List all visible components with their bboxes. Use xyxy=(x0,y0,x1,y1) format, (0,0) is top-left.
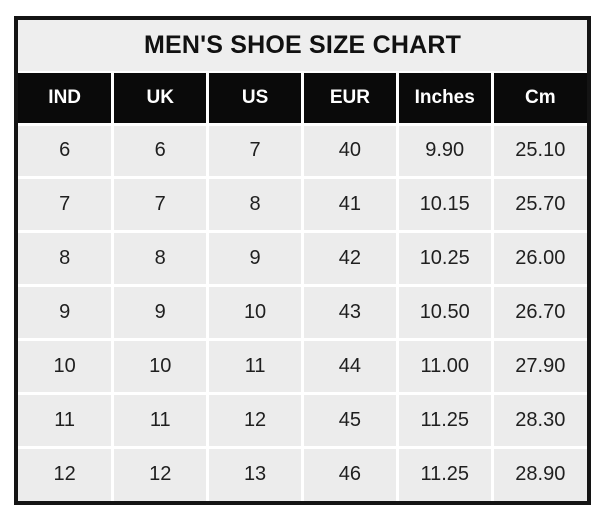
table-cell: 26.70 xyxy=(490,284,587,341)
table-cell: 9 xyxy=(18,284,115,341)
table-cell: 11 xyxy=(111,391,210,449)
table-cell: 11.00 xyxy=(395,337,494,395)
table-cell: 8 xyxy=(111,230,210,288)
table-cell: 11 xyxy=(206,337,304,395)
table-cell: 8 xyxy=(206,176,304,234)
column-header-us: US xyxy=(206,71,304,126)
table-cell: 12 xyxy=(111,445,210,501)
column-header-uk: UK xyxy=(111,71,210,126)
table-cell: 10 xyxy=(18,337,115,395)
table-cell: 45 xyxy=(300,391,399,449)
table-cell: 10.15 xyxy=(395,176,494,234)
table-cell: 44 xyxy=(300,337,399,395)
table-cell: 7 xyxy=(18,176,115,234)
table-cell: 46 xyxy=(300,445,399,501)
table-cell: 10 xyxy=(111,337,210,395)
table-cell: 12 xyxy=(18,445,115,501)
table-cell: 26.00 xyxy=(490,230,587,288)
table-cell: 43 xyxy=(300,284,399,341)
table-cell: 12 xyxy=(206,391,304,449)
table-cell: 6 xyxy=(18,122,115,180)
table-row: 7 7 8 41 10.15 25.70 xyxy=(18,176,587,234)
table-cell: 11.25 xyxy=(395,445,494,501)
size-table-body: 6 6 7 40 9.90 25.10 7 7 8 41 10.15 25.70 8 8 9 42 10.25 2… xyxy=(18,122,587,501)
table-cell: 9 xyxy=(206,230,304,288)
table-cell: 7 xyxy=(111,176,210,234)
table-cell: 7 xyxy=(206,122,304,180)
table-cell: 9.90 xyxy=(395,122,494,180)
shoe-size-chart: MEN'S SHOE SIZE CHART IND UK US EUR Inches Cm… xyxy=(14,16,591,505)
chart-title: MEN'S SHOE SIZE CHART xyxy=(18,20,587,71)
table-row: 6 6 7 40 9.90 25.10 xyxy=(18,122,587,180)
table-cell: 10 xyxy=(206,284,304,341)
table-cell: 11.25 xyxy=(395,391,494,449)
table-row: 9 9 10 43 10.50 26.70 xyxy=(18,284,587,341)
table-cell: 40 xyxy=(300,122,399,180)
size-table-header: IND UK US EUR Inches Cm xyxy=(18,71,587,126)
table-cell: 42 xyxy=(300,230,399,288)
table-cell: 9 xyxy=(111,284,210,341)
table-cell: 28.90 xyxy=(490,445,587,501)
column-header-cm: Cm xyxy=(490,71,587,126)
size-table: IND UK US EUR Inches Cm 6 6 7 40 9.90 25.10 7 7 8 41 10… xyxy=(18,71,587,501)
column-header-eur: EUR xyxy=(300,71,399,126)
table-row: 12 12 13 46 11.25 28.90 xyxy=(18,445,587,501)
table-cell: 10.25 xyxy=(395,230,494,288)
table-cell: 6 xyxy=(111,122,210,180)
table-row: 10 10 11 44 11.00 27.90 xyxy=(18,337,587,395)
column-header-ind: IND xyxy=(18,71,115,126)
table-cell: 11 xyxy=(18,391,115,449)
table-row: 8 8 9 42 10.25 26.00 xyxy=(18,230,587,288)
column-header-inches: Inches xyxy=(395,71,494,126)
table-cell: 25.70 xyxy=(490,176,587,234)
table-cell: 41 xyxy=(300,176,399,234)
table-cell: 28.30 xyxy=(490,391,587,449)
header-row: IND UK US EUR Inches Cm xyxy=(18,71,587,126)
table-cell: 13 xyxy=(206,445,304,501)
table-cell: 10.50 xyxy=(395,284,494,341)
table-cell: 8 xyxy=(18,230,115,288)
table-row: 11 11 12 45 11.25 28.30 xyxy=(18,391,587,449)
table-cell: 25.10 xyxy=(490,122,587,180)
table-cell: 27.90 xyxy=(490,337,587,395)
